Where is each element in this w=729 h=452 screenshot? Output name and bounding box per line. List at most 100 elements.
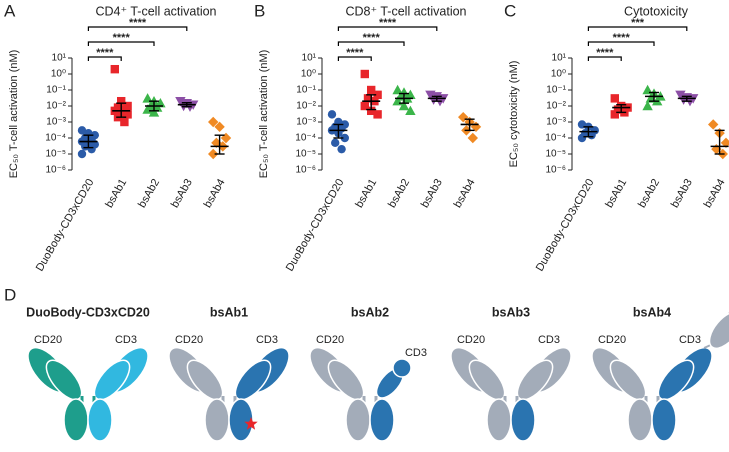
antibody-domain [327,359,365,401]
point [110,64,119,74]
point [613,105,623,114]
point [577,133,587,143]
x-tick-label: bsAb4 [452,177,478,210]
antibody-domain [204,398,230,442]
point [120,117,129,127]
antibody-domain [45,359,83,401]
y-tick-label: 10⁻¹ [546,85,566,96]
point [360,101,369,111]
x-tick-label: bsAb3 [419,177,445,210]
significance-label: *** [631,17,645,29]
x-tick-label: bsAb1 [103,177,129,210]
chart-title: CD8⁺ T-cell activation [346,4,467,18]
significance-label: **** [96,47,114,59]
point [363,94,373,103]
panel-label: C [504,1,516,20]
point [331,138,340,148]
target-label: CD20 [598,334,626,346]
antibody-domain [369,398,395,442]
antibody-domain [651,398,677,442]
point [123,110,132,119]
x-tick-label: bsAb4 [202,177,228,210]
antibody-name: bsAb1 [210,305,248,319]
y-tick-label: 10⁻⁴ [295,133,316,144]
x-tick-label: bsAb3 [669,177,695,210]
y-tick-label: 10⁻⁴ [545,133,566,144]
target-label: CD20 [457,334,485,346]
point [398,100,410,111]
significance-bracket [587,41,655,46]
point [720,137,729,149]
x-tick-label: bsAb1 [603,177,629,210]
point [373,90,382,100]
significance-label: **** [113,32,131,44]
y-tick-label: 10⁻² [296,101,316,112]
chart-title: Cytotoxicity [624,4,689,18]
point [675,90,686,101]
y-tick-label: 10⁻³ [46,117,66,128]
significance-bracket [587,56,622,61]
target-label: CD3 [405,347,427,359]
antibody-domain [93,359,131,401]
antibody-domain [708,310,729,350]
antibody-domain [657,359,695,401]
x-tick-label: DuoBody-CD3xCD20 [284,177,347,274]
antibody-name: DuoBody-CD3xCD20 [26,305,150,319]
point [367,85,376,95]
mutation-star [244,417,258,430]
target-label: CD20 [34,334,62,346]
y-tick-label: 10⁻⁵ [295,149,316,160]
significance-bracket [87,56,122,61]
point [360,69,369,79]
antibody-domain [627,398,653,442]
y-axis-label: EC₅₀ T-cell activation (nM) [258,50,270,179]
y-tick-label: 10⁻² [546,101,566,112]
antibody-domain [228,398,254,442]
y-tick-label: 10⁻³ [546,117,566,128]
point [77,149,87,159]
point [142,93,153,103]
point [367,106,376,116]
x-tick-label: bsAb2 [636,177,662,210]
x-tick-label: bsAb2 [386,177,412,210]
y-tick-label: 10⁰ [551,69,566,80]
point [337,144,346,154]
y-tick-label: 10⁻⁵ [545,149,566,160]
target-label: CD20 [175,334,203,346]
antibody-domain [609,359,647,401]
point [467,132,478,144]
y-tick-label: 10⁰ [301,69,316,80]
x-tick-label: bsAb4 [702,177,728,210]
antibody-domain [510,398,536,442]
x-tick-label: DuoBody-CD3xCD20 [534,177,597,274]
point [81,142,90,151]
panel-label: D [4,285,16,304]
y-tick-label: 10⁻⁵ [45,149,66,160]
significance-label: **** [129,17,147,29]
antibody-domain [516,359,554,401]
chart-title: CD4⁺ T-cell activation [96,4,217,18]
point [208,148,219,160]
y-tick-label: 10⁻² [46,101,66,112]
point [117,96,126,106]
antibody-domain [345,398,371,442]
significance-bracket [87,41,155,46]
y-tick-label: 10⁻⁶ [545,165,566,176]
point [340,133,349,143]
significance-bracket [587,26,688,31]
x-tick-label: bsAb1 [353,177,379,210]
target-label: CD20 [316,334,344,346]
y-tick-label: 10¹ [552,53,567,64]
significance-bracket [337,41,405,46]
significance-bracket [337,56,372,61]
y-tick-label: 10⁻⁴ [45,133,66,144]
significance-label: **** [363,32,381,44]
y-tick-label: 10¹ [52,53,67,64]
point [610,110,619,119]
target-label: CD3 [115,334,137,346]
y-tick-label: 10⁻¹ [296,85,316,96]
point [327,110,337,119]
point [708,119,719,130]
point [470,121,482,133]
antibody-domain [63,398,89,442]
